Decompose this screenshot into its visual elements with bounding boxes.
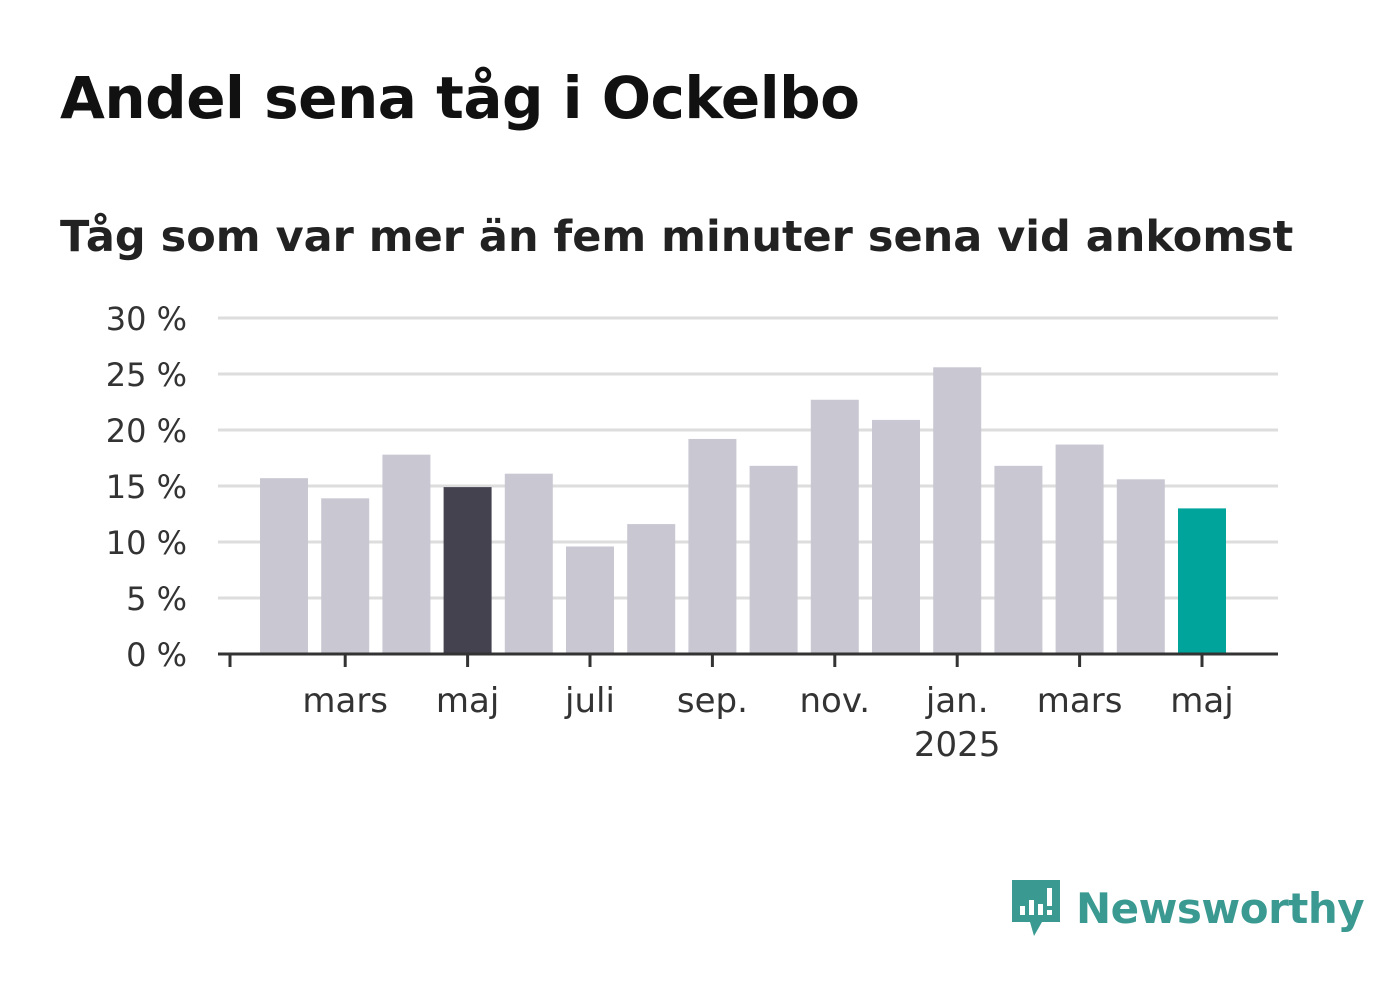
- bar: [994, 465, 1043, 654]
- y-tick-label: 15 %: [106, 468, 187, 506]
- chart-title: Andel sena tåg i Ockelbo: [60, 64, 860, 132]
- x-tick-label: mars: [1037, 681, 1123, 721]
- bar: [321, 498, 370, 654]
- bar: [1116, 479, 1165, 654]
- y-tick-label: 0 %: [126, 636, 187, 674]
- x-tick-label: nov.: [799, 681, 870, 721]
- bar: [872, 419, 920, 654]
- x-tick-label: juli: [564, 681, 615, 721]
- newsworthy-logo-icon: [1012, 880, 1060, 936]
- brand-name: Newsworthy: [1076, 883, 1365, 933]
- bar: [1178, 508, 1226, 654]
- bar: [810, 399, 859, 654]
- x-tick-label: maj: [436, 681, 499, 721]
- bar: [566, 546, 614, 654]
- x-tick-label: maj: [1170, 681, 1233, 721]
- bar: [688, 438, 737, 654]
- x-tick-label: sep.: [677, 681, 748, 721]
- bar: [749, 465, 798, 654]
- bar: [443, 487, 492, 654]
- y-tick-label: 20 %: [106, 412, 187, 450]
- y-tick-label: 25 %: [106, 356, 187, 394]
- y-tick-label: 30 %: [106, 300, 187, 338]
- y-tick-label: 10 %: [106, 524, 187, 562]
- x-tick-year-label: 2025: [914, 725, 1001, 765]
- x-tick-label: jan.: [925, 681, 989, 721]
- bar: [627, 524, 676, 654]
- y-tick-label: 5 %: [126, 580, 187, 618]
- x-tick-label: mars: [302, 681, 388, 721]
- bar: [382, 454, 431, 654]
- bar: [933, 367, 982, 654]
- bar: [1055, 444, 1104, 654]
- chart-subtitle: Tåg som var mer än fem minuter sena vid …: [60, 212, 1294, 262]
- bar: [504, 473, 553, 654]
- bar: [260, 478, 308, 654]
- brand-logo: Newsworthy: [1010, 878, 1365, 938]
